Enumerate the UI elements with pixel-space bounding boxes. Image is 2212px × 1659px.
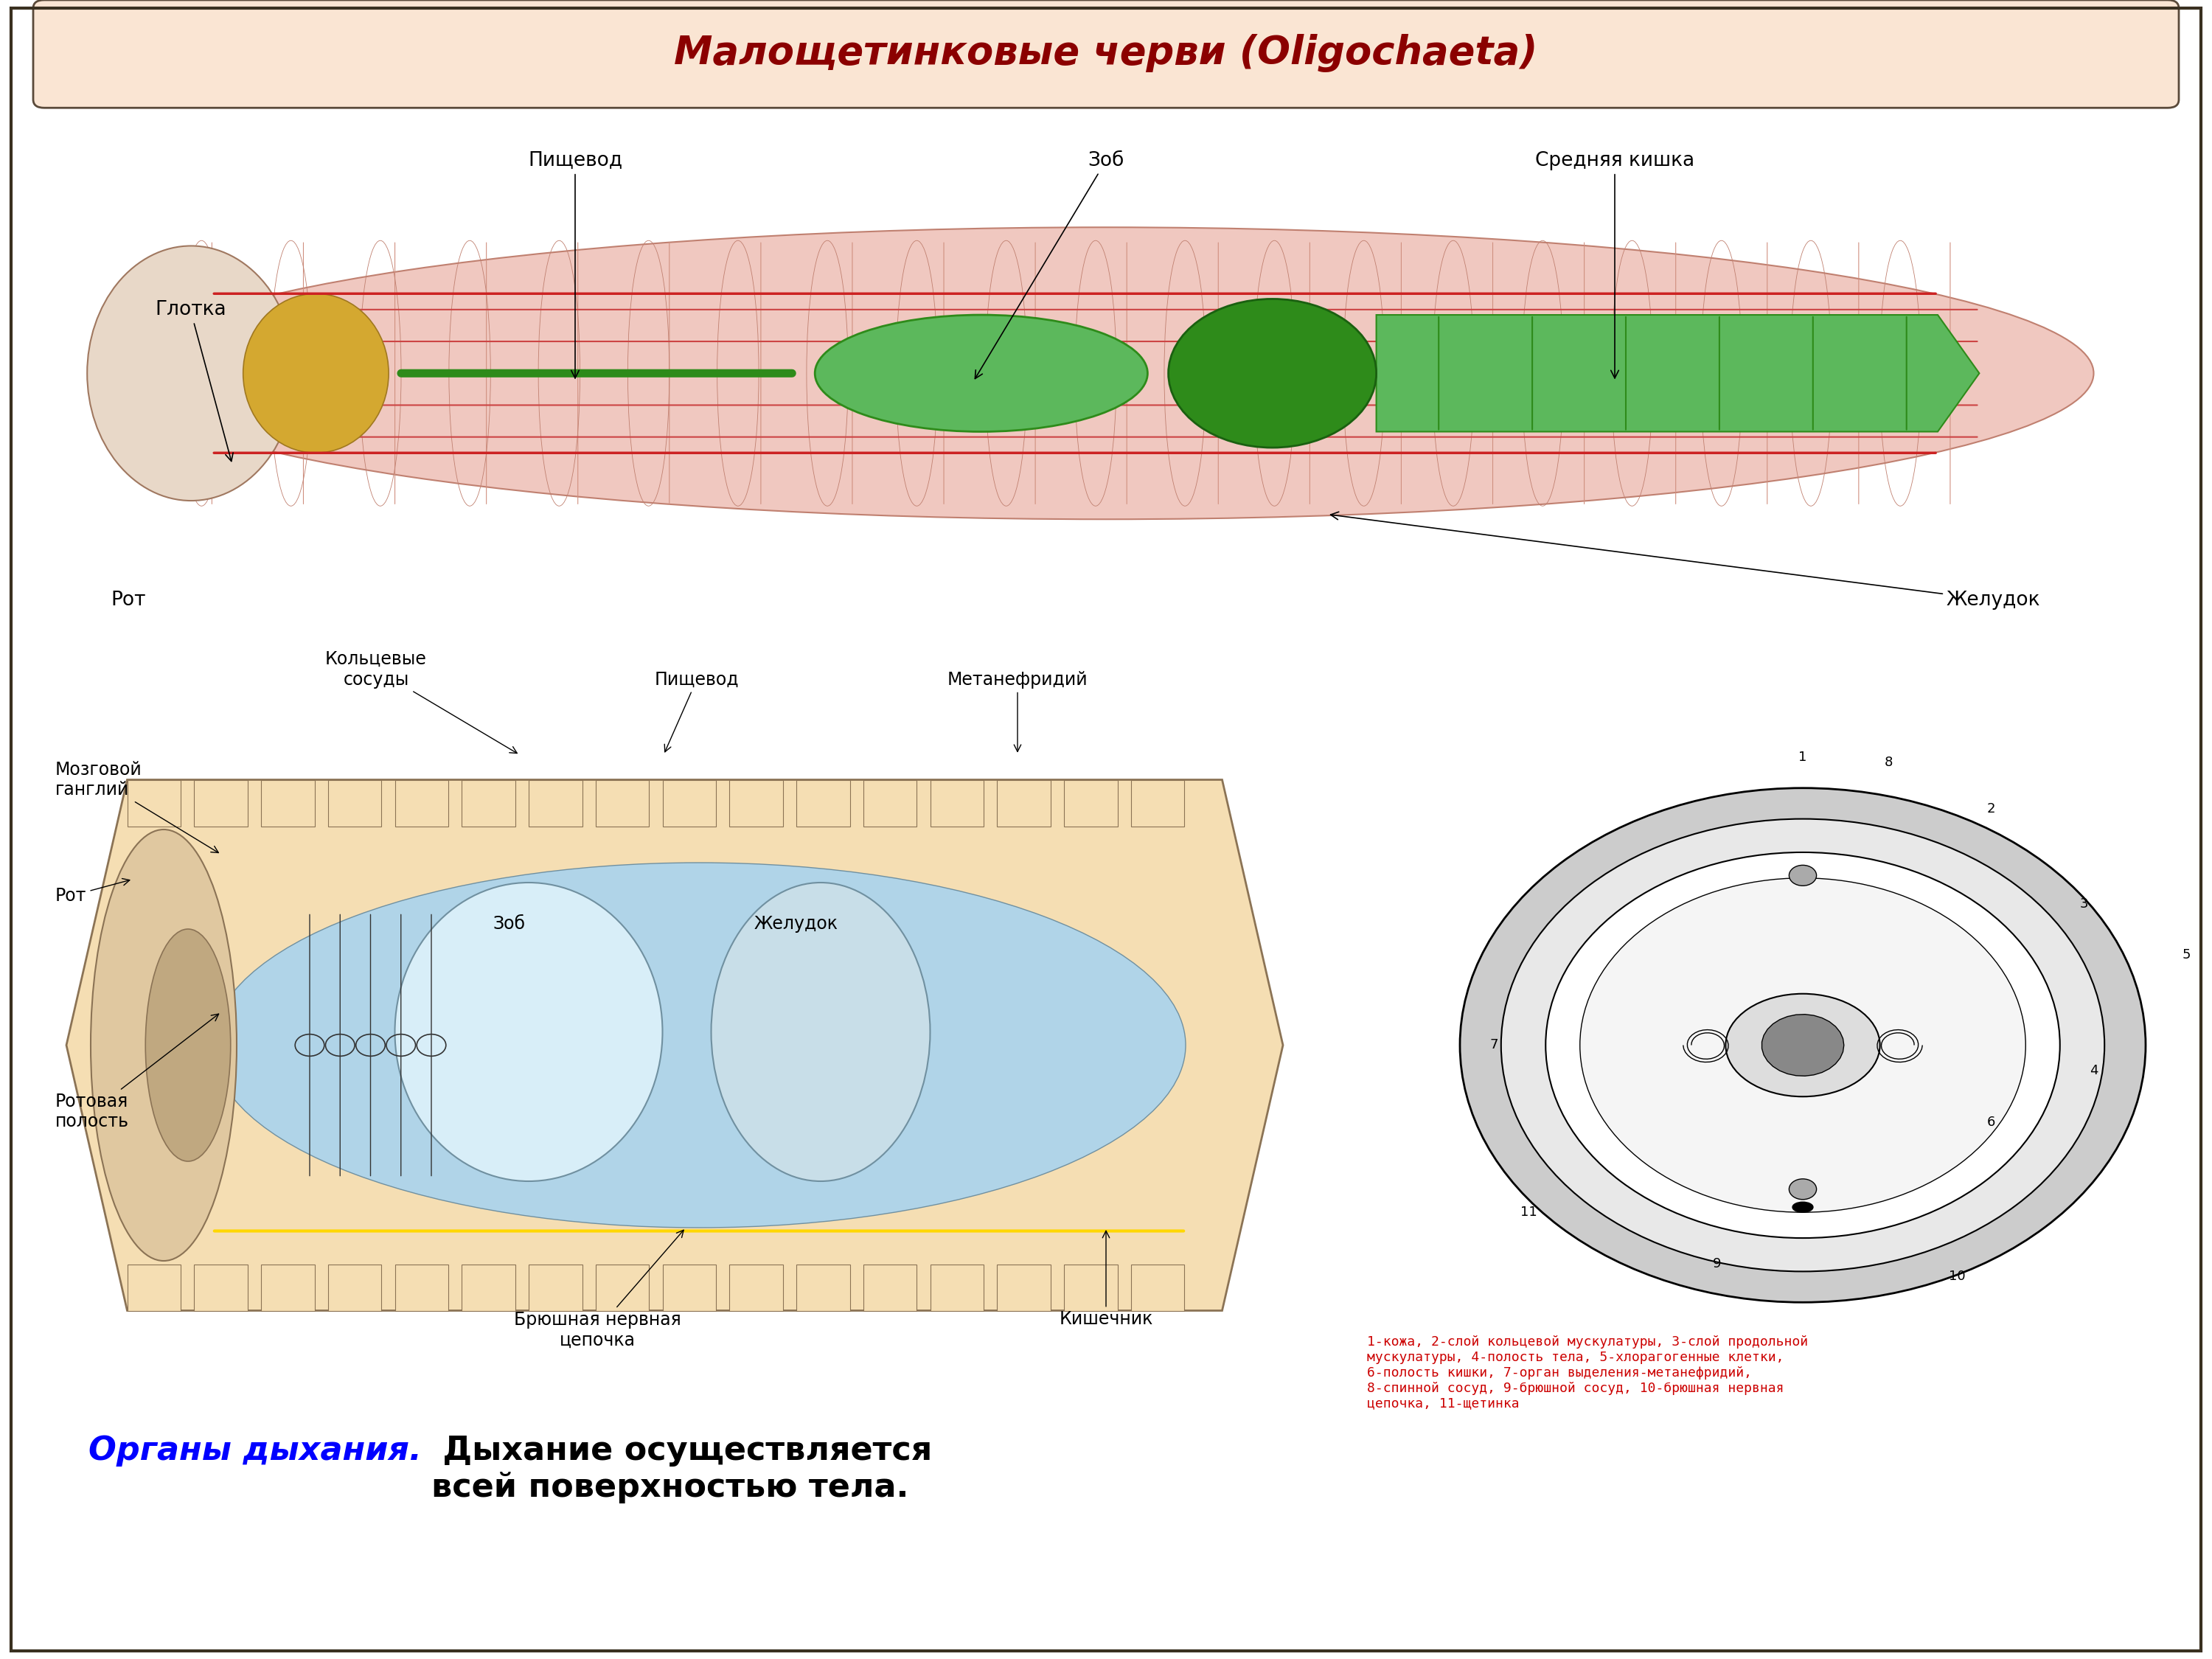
Bar bbox=[396, 1264, 449, 1311]
Bar bbox=[327, 780, 380, 826]
Ellipse shape bbox=[1725, 994, 1880, 1097]
Bar bbox=[126, 1264, 181, 1311]
Text: Метанефридий: Метанефридий bbox=[947, 670, 1088, 752]
Bar bbox=[1064, 780, 1117, 826]
Polygon shape bbox=[66, 780, 1283, 1311]
Bar bbox=[261, 780, 314, 826]
Text: 5: 5 bbox=[2183, 949, 2192, 962]
FancyBboxPatch shape bbox=[44, 116, 2168, 664]
Bar bbox=[529, 1264, 582, 1311]
Bar bbox=[261, 1264, 314, 1311]
Bar bbox=[595, 1264, 648, 1311]
Text: 2: 2 bbox=[1986, 801, 1995, 815]
Bar bbox=[1130, 1264, 1183, 1311]
Bar bbox=[863, 780, 916, 826]
Ellipse shape bbox=[91, 830, 237, 1261]
Bar bbox=[730, 1264, 783, 1311]
Circle shape bbox=[1502, 820, 2104, 1271]
Text: Средняя кишка: Средняя кишка bbox=[1535, 151, 1694, 378]
Bar bbox=[595, 780, 648, 826]
Bar bbox=[998, 1264, 1051, 1311]
Text: Органы дыхания.: Органы дыхания. bbox=[88, 1435, 422, 1467]
Ellipse shape bbox=[119, 227, 2093, 519]
Circle shape bbox=[1460, 788, 2146, 1302]
Text: Желудок: Желудок bbox=[754, 916, 838, 932]
Polygon shape bbox=[1763, 1014, 1845, 1077]
Text: Зоб: Зоб bbox=[975, 151, 1124, 378]
Text: 1-кожа, 2-слой кольцевой мускулатуры, 3-слой продольной
мускулатуры, 4-полость т: 1-кожа, 2-слой кольцевой мускулатуры, 3-… bbox=[1367, 1335, 1807, 1410]
Bar bbox=[462, 780, 515, 826]
Ellipse shape bbox=[212, 863, 1186, 1228]
Bar bbox=[998, 780, 1051, 826]
Text: Рот: Рот bbox=[55, 879, 131, 904]
Text: Кольцевые
сосуды: Кольцевые сосуды bbox=[325, 650, 518, 753]
Circle shape bbox=[1790, 1180, 1816, 1199]
Text: Ротовая
полость: Ротовая полость bbox=[55, 1014, 219, 1131]
Bar bbox=[195, 780, 248, 826]
Bar bbox=[863, 1264, 916, 1311]
Text: Пищевод: Пищевод bbox=[655, 670, 739, 752]
Bar bbox=[796, 1264, 849, 1311]
Circle shape bbox=[1790, 866, 1816, 886]
Bar bbox=[529, 780, 582, 826]
Circle shape bbox=[1546, 853, 2059, 1238]
Bar bbox=[126, 780, 181, 826]
Text: Малощетинковые черви (Oligochaeta): Малощетинковые черви (Oligochaeta) bbox=[675, 33, 1537, 73]
Bar bbox=[1130, 780, 1183, 826]
Bar bbox=[664, 1264, 717, 1311]
Text: 10: 10 bbox=[1949, 1271, 1966, 1284]
Polygon shape bbox=[1376, 315, 1980, 431]
Text: Дыхание осуществляется
всей поверхностью тела.: Дыхание осуществляется всей поверхностью… bbox=[431, 1435, 931, 1503]
Bar bbox=[462, 1264, 515, 1311]
Text: Рот: Рот bbox=[111, 591, 146, 611]
Ellipse shape bbox=[814, 315, 1148, 431]
Text: 7: 7 bbox=[1491, 1039, 1498, 1052]
Text: Мозговой
ганглий: Мозговой ганглий bbox=[55, 760, 219, 853]
Text: Кишечник: Кишечник bbox=[1060, 1231, 1152, 1329]
Bar bbox=[931, 1264, 984, 1311]
Ellipse shape bbox=[1792, 1203, 1814, 1213]
Bar bbox=[195, 1264, 248, 1311]
Ellipse shape bbox=[1168, 299, 1376, 448]
Bar bbox=[664, 780, 717, 826]
Circle shape bbox=[1579, 878, 2026, 1213]
Text: Зоб: Зоб bbox=[493, 916, 524, 932]
FancyBboxPatch shape bbox=[33, 0, 2179, 108]
Text: 11: 11 bbox=[1520, 1206, 1537, 1219]
Text: 9: 9 bbox=[1712, 1258, 1721, 1271]
Bar bbox=[730, 780, 783, 826]
Text: Пищевод: Пищевод bbox=[529, 151, 622, 378]
Text: 8: 8 bbox=[1885, 757, 1893, 770]
Ellipse shape bbox=[712, 883, 929, 1181]
Text: 6: 6 bbox=[1986, 1115, 1995, 1128]
Ellipse shape bbox=[86, 246, 294, 501]
Bar bbox=[327, 1264, 380, 1311]
Bar bbox=[796, 780, 849, 826]
Text: 1: 1 bbox=[1798, 750, 1807, 763]
Text: Желудок: Желудок bbox=[1332, 513, 2039, 611]
Ellipse shape bbox=[146, 929, 230, 1161]
Ellipse shape bbox=[394, 883, 664, 1181]
Ellipse shape bbox=[243, 294, 389, 453]
Bar bbox=[396, 780, 449, 826]
Text: 4: 4 bbox=[2090, 1065, 2099, 1078]
Text: Брюшная нервная
цепочка: Брюшная нервная цепочка bbox=[513, 1229, 684, 1349]
Text: 3: 3 bbox=[2079, 898, 2088, 911]
Bar bbox=[1064, 1264, 1117, 1311]
Bar bbox=[931, 780, 984, 826]
Text: Глотка: Глотка bbox=[155, 300, 232, 461]
